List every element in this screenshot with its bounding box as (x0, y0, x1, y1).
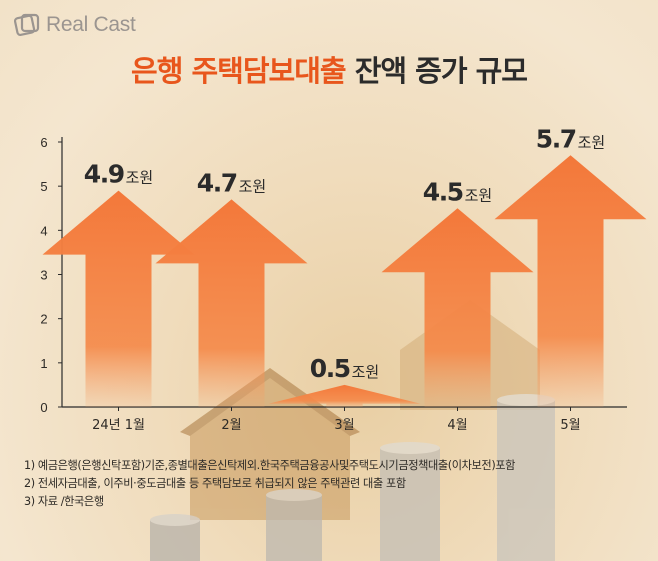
y-tick-label: 0 (40, 400, 47, 415)
brand-logo: Real Cast (14, 12, 136, 38)
footnotes: 1) 예금은행(은행신탁포함)기준,종별대출은신탁제외.한국주택금융공사및주택도… (24, 457, 515, 511)
data-label-2: 4.7 조원 (197, 168, 266, 197)
y-tick-label: 4 (40, 223, 47, 238)
footnote-2: 2) 전세자금대출, 이주비·중도금대출 등 주택담보로 취급되지 않은 주택관… (24, 477, 406, 490)
x-tick-label: 24년 1월 (92, 418, 145, 433)
x-tick-label: 2월 (221, 418, 241, 433)
data-label-3: 0.5 조원 (310, 354, 379, 383)
x-tick-label: 3월 (334, 418, 354, 433)
footnote-3: 3) 자료 /한국은행 (24, 495, 104, 508)
footnote-1: 1) 예금은행(은행신탁포함)기준,종별대출은신탁제외.한국주택금융공사및주택도… (24, 459, 516, 472)
data-label-1: 4.9 조원 (84, 160, 153, 189)
y-tick-label: 1 (40, 356, 47, 371)
y-tick-label: 5 (40, 179, 47, 194)
x-tick-label: 4월 (447, 418, 467, 433)
coin-stacks (150, 394, 555, 561)
title-highlight: 은행 주택담보대출 (131, 54, 347, 88)
bar-arrow-2 (155, 199, 308, 407)
y-tick-label: 2 (40, 312, 47, 327)
y-tick-label: 6 (40, 135, 47, 150)
data-label-4: 4.5 조원 (423, 177, 492, 206)
title-rest: 잔액 증가 규모 (354, 54, 528, 88)
x-tick-label: 5월 (560, 418, 580, 433)
bar-arrow-1 (42, 190, 195, 407)
data-label-5: 5.7 조원 (536, 124, 605, 153)
brand-name: Real Cast (46, 13, 136, 36)
bar-arrow-5 (494, 155, 647, 407)
realcast-logo-icon (14, 13, 40, 37)
chart-title: 은행 주택담보대출 잔액 증가 규모 (0, 48, 658, 90)
bar-arrow-4 (381, 208, 534, 407)
bar-arrow-3 (268, 384, 421, 407)
y-tick-label: 3 (40, 268, 47, 283)
